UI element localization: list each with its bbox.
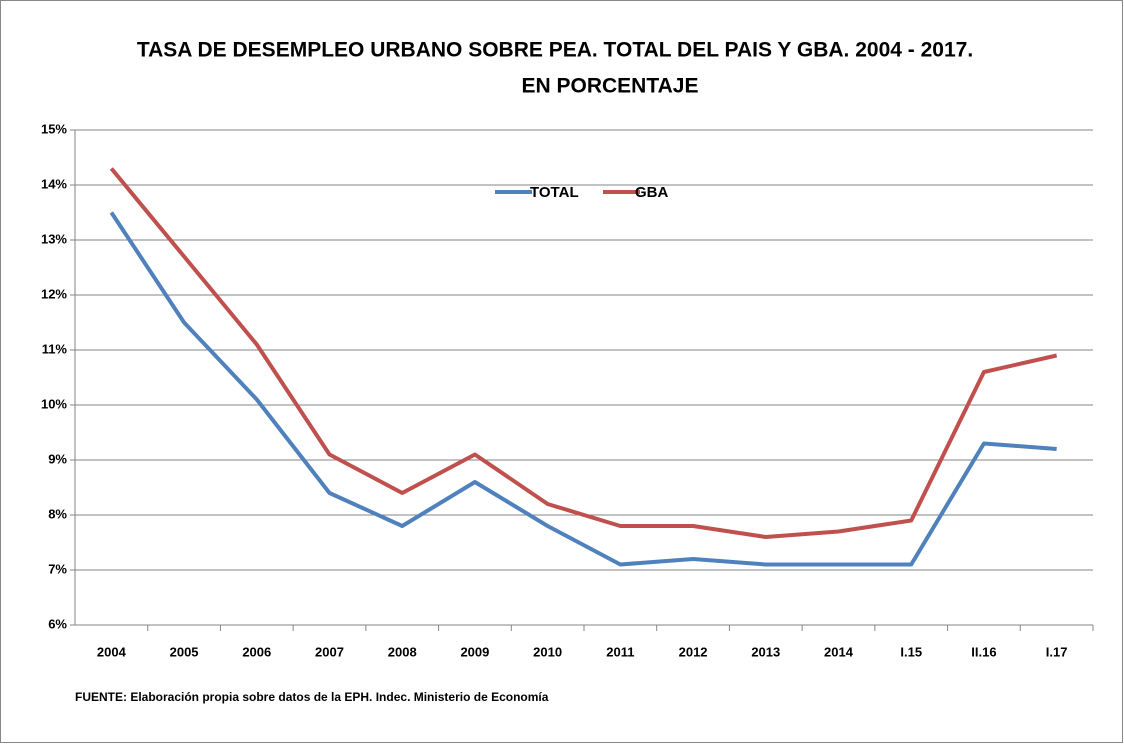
x-tick-label: 2010 [533,644,562,659]
y-tick-label: 11% [42,341,68,356]
x-tick-label: II.16 [971,644,996,659]
chart-subtitle: EN PORCENTAJE [522,75,699,98]
legend-label: TOTAL [530,184,579,201]
x-tick-label: 2011 [606,644,634,659]
y-tick-label: 6% [48,616,67,631]
x-tick-label: 2013 [751,644,780,659]
series-line [109,167,1058,539]
y-tick-label: 7% [48,561,67,576]
x-tick-label: 2006 [242,644,271,659]
y-tick-label: 10% [41,396,67,411]
source-note: FUENTE: Elaboración propia sobre datos d… [75,690,549,704]
series-line [109,211,1057,567]
x-tick-label: 2004 [97,644,127,659]
x-tick-label: I.17 [1046,644,1068,659]
x-tick-label: I.15 [900,644,922,659]
y-tick-label: 13% [41,231,67,246]
y-tick-label: 14% [41,176,67,191]
x-tick-label: 2005 [170,644,199,659]
x-tick-label: 2009 [460,644,489,659]
x-tick-label: 2012 [679,644,708,659]
y-tick-label: 9% [48,451,67,466]
x-tick-label: 2008 [388,644,417,659]
y-tick-label: 15% [41,121,67,136]
y-tick-label: 8% [48,506,67,521]
x-tick-label: 2007 [315,644,344,659]
legend-label: GBA [635,184,669,201]
chart-title: TASA DE DESEMPLEO URBANO SOBRE PEA. TOTA… [137,39,973,62]
x-tick-label: 2014 [824,644,854,659]
y-tick-label: 12% [41,286,67,301]
